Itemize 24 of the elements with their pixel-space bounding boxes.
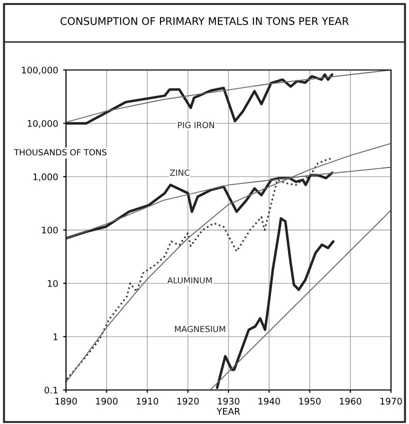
text: MAGNESIUM [175,326,226,332]
x-tick-label: 1900 [96,398,118,405]
y-tick-label: 1 [54,334,58,340]
x-tick-label: 1940 [258,398,280,405]
text: ALUMINUM [167,277,212,284]
x-tick-label: 1910 [136,398,158,405]
x-tick-label: 1930 [218,398,240,405]
x-tick-label: 1920 [177,398,199,405]
x-tick-label: 1890 [56,398,77,405]
x-axis-title: YEAR [216,408,240,415]
y-tick-label: 10 [48,280,58,287]
y-tick-label: 10,000 [28,120,58,128]
x-tick-label: 1950 [299,398,321,405]
x-tick-label: 1960 [340,398,362,405]
line-series [66,142,391,383]
series-label: ZINC [170,170,190,176]
y-tick-label: 100 [42,226,58,234]
y-tick-label: 100,000 [22,66,58,74]
y-tick-label: 0.1 [44,386,58,394]
x-tick-label: 1970 [380,398,402,405]
chart-title: CONSUMPTION OF PRIMARY METALS IN TONS PER YEAR [60,17,349,26]
text: PIG IRON [178,122,214,128]
y-axis-title: THOUSANDS OF TONS [14,149,106,156]
y-tick-label: 1,000 [34,173,58,182]
